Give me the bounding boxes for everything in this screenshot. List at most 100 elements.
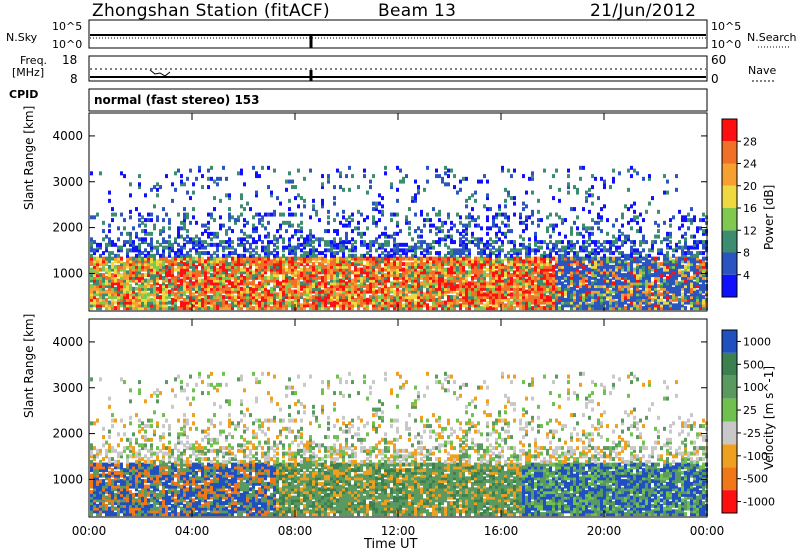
power-cell xyxy=(282,297,285,302)
power-cell xyxy=(519,278,522,283)
power-cell xyxy=(195,289,198,294)
power-cell xyxy=(597,289,600,294)
power-cell xyxy=(183,220,186,225)
power-cell xyxy=(657,300,660,305)
power-cell xyxy=(189,253,192,258)
power-cell xyxy=(693,240,696,245)
power-cell xyxy=(645,262,648,267)
power-cell xyxy=(324,240,327,245)
power-cell xyxy=(237,218,240,223)
power-cell xyxy=(144,284,147,289)
power-cell xyxy=(627,237,630,242)
power-cell xyxy=(444,284,447,289)
power-cell xyxy=(426,251,429,256)
power-cell xyxy=(495,240,498,245)
power-cell xyxy=(540,306,543,311)
power-cell xyxy=(612,259,615,264)
power-cell xyxy=(216,245,219,250)
power-cell xyxy=(111,295,114,300)
power-cell xyxy=(219,259,222,264)
power-cell xyxy=(363,174,366,179)
power-cell xyxy=(573,275,576,280)
power-cell xyxy=(468,240,471,245)
power-cell xyxy=(681,295,684,300)
power-cell xyxy=(516,267,519,272)
power-cell xyxy=(552,273,555,278)
power-cell xyxy=(417,275,420,280)
power-cell xyxy=(447,273,450,278)
power-cell xyxy=(390,212,393,217)
power-cell xyxy=(462,242,465,247)
power-cell xyxy=(243,259,246,264)
power-cell xyxy=(507,278,510,283)
power-cell xyxy=(612,281,615,286)
power-cell xyxy=(423,270,426,275)
power-cell xyxy=(177,278,180,283)
power-cell xyxy=(288,248,291,253)
power-cell xyxy=(327,248,330,253)
power-cell xyxy=(408,207,411,212)
power-cell xyxy=(534,259,537,264)
power-cell xyxy=(624,275,627,280)
power-cell xyxy=(549,281,552,286)
power-cell xyxy=(342,275,345,280)
power-cell xyxy=(180,267,183,272)
power-cell xyxy=(678,245,681,250)
power-cell xyxy=(645,270,648,275)
power-cell xyxy=(327,264,330,269)
power-cell xyxy=(444,242,447,247)
power-cell xyxy=(582,264,585,269)
power-cell xyxy=(594,306,597,311)
power-cell xyxy=(567,264,570,269)
power-cell xyxy=(147,303,150,308)
power-cell xyxy=(627,220,630,225)
power-cell xyxy=(90,306,93,311)
power-cell xyxy=(684,267,687,272)
power-cell xyxy=(414,259,417,264)
power-cell xyxy=(363,264,366,269)
power-cell xyxy=(669,256,672,261)
power-cell xyxy=(273,234,276,239)
power-cell xyxy=(261,292,264,297)
power-cell xyxy=(495,248,498,253)
power-cell xyxy=(453,248,456,253)
power-cell xyxy=(417,273,420,278)
power-cell xyxy=(216,242,219,247)
power-cell xyxy=(423,273,426,278)
power-cell xyxy=(276,295,279,300)
power-cell xyxy=(462,295,465,300)
power-cell xyxy=(444,259,447,264)
power-cell xyxy=(297,292,300,297)
power-cell xyxy=(570,297,573,302)
power-cell xyxy=(222,295,225,300)
power-cell xyxy=(129,242,132,247)
power-cell xyxy=(501,275,504,280)
power-cell xyxy=(306,256,309,261)
power-cell xyxy=(99,303,102,308)
power-cell xyxy=(456,270,459,275)
power-cell xyxy=(636,295,639,300)
power-cell xyxy=(432,286,435,291)
power-cell xyxy=(681,253,684,258)
power-cell xyxy=(408,300,411,305)
power-cell xyxy=(570,275,573,280)
power-cell xyxy=(255,295,258,300)
power-cell xyxy=(462,256,465,261)
power-cell xyxy=(540,297,543,302)
power-cell xyxy=(132,300,135,305)
power-cell xyxy=(144,278,147,283)
power-cell xyxy=(636,171,639,176)
power-cell xyxy=(282,240,285,245)
power-cell xyxy=(324,306,327,311)
power-cell xyxy=(456,267,459,272)
power-cell xyxy=(333,201,336,206)
power-cell xyxy=(546,281,549,286)
power-cell xyxy=(474,262,477,267)
power-cell xyxy=(300,292,303,297)
power-cell xyxy=(249,262,252,267)
power-cell xyxy=(588,234,591,239)
power-cell xyxy=(528,273,531,278)
power-cell xyxy=(390,297,393,302)
power-cell xyxy=(498,253,501,258)
power-cell xyxy=(240,289,243,294)
